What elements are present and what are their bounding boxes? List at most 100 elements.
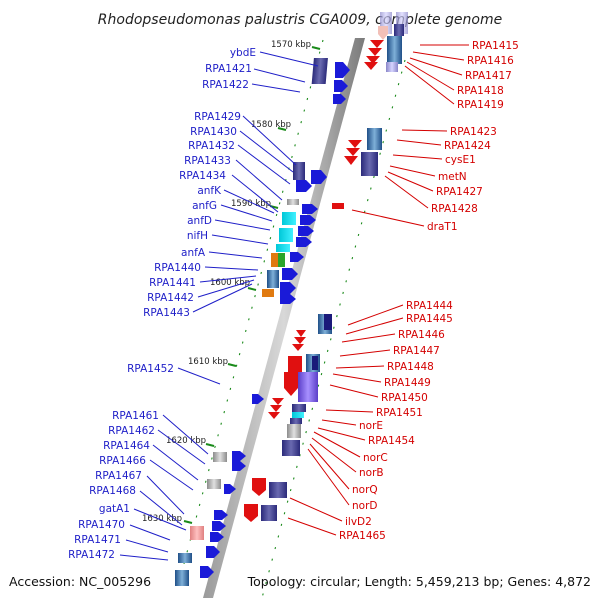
gene-label-norB[interactable]: norB (359, 467, 384, 479)
gene-block (292, 412, 304, 418)
gene-label-RPA1465[interactable]: RPA1465 (339, 530, 386, 542)
gene-block (367, 128, 382, 150)
scale-label: 1590 kbp (231, 199, 271, 209)
gene-label-gatA1[interactable]: gatA1 (99, 503, 130, 515)
gene-label-RPA1470[interactable]: RPA1470 (78, 519, 125, 531)
gene-label-RPA1424[interactable]: RPA1424 (444, 140, 491, 152)
gene-label-RPA1450[interactable]: RPA1450 (381, 392, 428, 404)
gene-label-RPA1430[interactable]: RPA1430 (190, 126, 237, 138)
gene-label-RPA1452[interactable]: RPA1452 (127, 363, 174, 375)
scale-label: 1630 kbp (142, 514, 182, 524)
gene-label-RPA1449[interactable]: RPA1449 (384, 377, 431, 389)
gene-label-cysE1[interactable]: cysE1 (445, 154, 476, 166)
gene-label-RPA1467[interactable]: RPA1467 (95, 470, 142, 482)
gene-arrow (300, 215, 316, 225)
gene-label-RPA1415[interactable]: RPA1415 (472, 40, 519, 52)
gene-block (278, 253, 285, 267)
gene-label-norQ[interactable]: norQ (352, 484, 378, 496)
gene-block (269, 482, 287, 498)
gene-label-norD[interactable]: norD (352, 500, 377, 512)
gene-arrow (212, 521, 226, 531)
gene-block (279, 228, 293, 242)
gene-label-RPA1462[interactable]: RPA1462 (108, 425, 155, 437)
gene-label-RPA1446[interactable]: RPA1446 (398, 329, 445, 341)
gene-label-metN[interactable]: metN (438, 171, 467, 183)
left-gene-labels: ybdE RPA1421 RPA1422 RPA1429 RPA1430 RPA… (68, 47, 256, 561)
gene-label-anfG[interactable]: anfG (192, 200, 217, 212)
gene-block (387, 36, 402, 64)
gene-label-nifH[interactable]: nifH (187, 230, 208, 242)
gene-label-anfK[interactable]: anfK (197, 185, 222, 197)
gene-block (287, 424, 301, 438)
gene-label-ybdE[interactable]: ybdE (230, 47, 256, 59)
gene-block (178, 553, 192, 563)
gene-label-RPA1444[interactable]: RPA1444 (406, 300, 453, 312)
reverse-strand-features (244, 12, 408, 522)
gene-label-norE[interactable]: norE (359, 420, 383, 432)
gene-label-RPA1472[interactable]: RPA1472 (68, 549, 115, 561)
gene-arrow (334, 80, 348, 92)
gene-label-RPA1441[interactable]: RPA1441 (149, 277, 196, 289)
gene-arrow (366, 56, 380, 64)
gene-label-RPA1451[interactable]: RPA1451 (376, 407, 423, 419)
gene-arrow (332, 203, 344, 209)
gene-label-RPA1442[interactable]: RPA1442 (147, 292, 194, 304)
gene-label-ilvD2[interactable]: ilvD2 (345, 516, 372, 528)
gene-label-RPA1418[interactable]: RPA1418 (457, 85, 504, 97)
gene-label-RPA1427[interactable]: RPA1427 (436, 186, 483, 198)
gene-label-RPA1468[interactable]: RPA1468 (89, 485, 136, 497)
gene-label-RPA1461[interactable]: RPA1461 (112, 410, 159, 422)
gene-label-RPA1471[interactable]: RPA1471 (74, 534, 121, 546)
gene-arrow (232, 451, 246, 461)
gene-label-RPA1421[interactable]: RPA1421 (205, 63, 252, 75)
gene-label-RPA1448[interactable]: RPA1448 (387, 361, 434, 373)
gene-label-RPA1454[interactable]: RPA1454 (368, 435, 415, 447)
gene-arrow (296, 180, 312, 192)
gene-label-RPA1416[interactable]: RPA1416 (467, 55, 514, 67)
track-lines (180, 39, 406, 599)
gene-label-RPA1429[interactable]: RPA1429 (194, 111, 241, 123)
gene-label-anfA[interactable]: anfA (181, 247, 206, 259)
gene-block (298, 372, 318, 402)
scale-ticks (183, 46, 321, 524)
forward-strand-features (175, 58, 350, 586)
gene-label-RPA1423[interactable]: RPA1423 (450, 126, 497, 138)
gene-arrow (284, 372, 298, 396)
gene-arrow (302, 204, 318, 214)
gene-block (207, 479, 221, 489)
gene-label-RPA1434[interactable]: RPA1434 (179, 170, 226, 182)
gene-arrow (224, 484, 236, 494)
gene-block (282, 212, 296, 225)
gene-label-RPA1445[interactable]: RPA1445 (406, 313, 453, 325)
gene-arrow (335, 62, 350, 78)
gene-label-RPA1466[interactable]: RPA1466 (99, 455, 146, 467)
gene-label-RPA1433[interactable]: RPA1433 (184, 155, 231, 167)
gene-arrow (311, 170, 327, 184)
gene-arrow (272, 398, 284, 405)
gene-block (394, 24, 404, 36)
genome-summary-text: Topology: circular; Length: 5,459,213 bp… (247, 574, 591, 589)
gene-label-RPA1422[interactable]: RPA1422 (202, 79, 249, 91)
gene-block (361, 152, 378, 176)
gene-block (175, 570, 189, 586)
gene-arrow (378, 26, 388, 40)
gene-label-RPA1417[interactable]: RPA1417 (465, 70, 512, 82)
gene-block (287, 199, 299, 205)
gene-block (261, 505, 277, 521)
gene-arrow (344, 156, 358, 165)
scale-labels: 1570 kbp 1580 kbp 1590 kbp 1600 kbp 1610… (142, 40, 311, 524)
gene-label-RPA1440[interactable]: RPA1440 (154, 262, 201, 274)
gene-arrow (210, 532, 224, 542)
gene-block (271, 253, 278, 267)
gene-label-RPA1428[interactable]: RPA1428 (431, 203, 478, 215)
gene-label-draT1[interactable]: draT1 (427, 221, 458, 233)
gene-label-RPA1419[interactable]: RPA1419 (457, 99, 504, 111)
gene-arrow (333, 94, 346, 104)
gene-label-anfD[interactable]: anfD (187, 215, 212, 227)
gene-label-RPA1443[interactable]: RPA1443 (143, 307, 190, 319)
gene-label-RPA1432[interactable]: RPA1432 (188, 140, 235, 152)
gene-label-RPA1464[interactable]: RPA1464 (103, 440, 150, 452)
gene-label-RPA1447[interactable]: RPA1447 (393, 345, 440, 357)
gene-label-norC[interactable]: norC (363, 452, 388, 464)
gene-arrow (370, 40, 384, 48)
